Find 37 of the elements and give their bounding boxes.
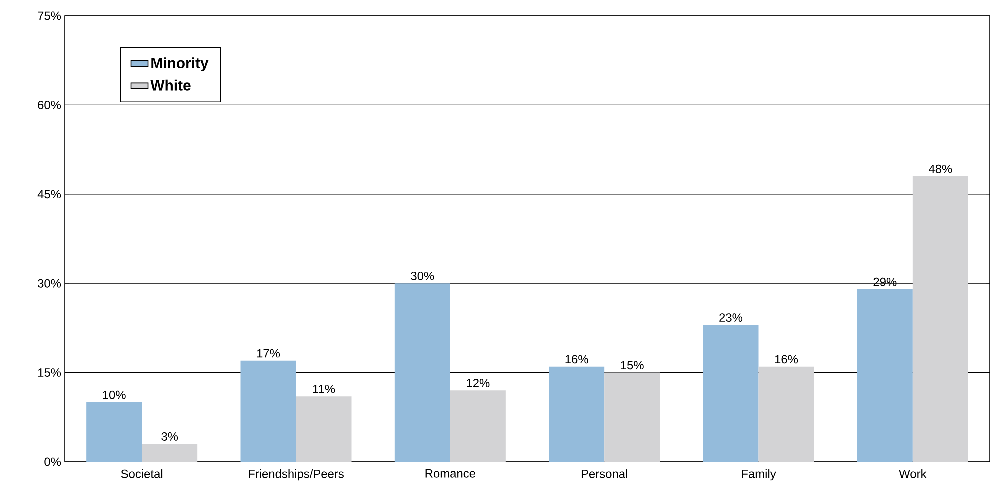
bar <box>86 402 142 462</box>
data-label: 23% <box>720 314 743 322</box>
bar <box>604 372 660 462</box>
data-label: 12% <box>467 379 490 388</box>
x-tick-label: Romance <box>426 470 476 478</box>
legend-label: Minority <box>152 58 209 72</box>
y-tick-label: 15% <box>38 368 62 377</box>
data-label: 3% <box>162 432 178 441</box>
bar <box>296 396 352 462</box>
bar <box>549 366 605 462</box>
data-label: 11% <box>313 385 336 394</box>
bar <box>142 444 198 462</box>
y-tick-label: 30% <box>38 279 62 288</box>
y-tick-label: 45% <box>38 190 62 199</box>
data-label: 16% <box>775 355 798 364</box>
data-label: 15% <box>621 361 644 370</box>
y-tick-label: 0% <box>44 458 62 466</box>
data-label: 16% <box>566 355 588 364</box>
bar <box>703 325 759 462</box>
x-tick-label: Work <box>899 470 927 478</box>
y-tick-label: 75% <box>38 12 62 20</box>
x-tick-label: Personal <box>582 470 628 478</box>
bar <box>240 360 296 462</box>
data-label: 17% <box>257 349 280 358</box>
data-label: 10% <box>103 390 126 400</box>
bar <box>758 366 814 462</box>
y-tick-label: 60% <box>38 100 62 110</box>
bar <box>450 390 506 462</box>
bar <box>857 290 913 462</box>
data-label: 48% <box>928 164 952 174</box>
x-tick-label: Friendships/Peers <box>249 470 344 481</box>
data-label: 30% <box>411 272 434 280</box>
bar <box>394 284 450 462</box>
x-tick-label: Family <box>742 470 776 481</box>
bar <box>912 176 968 462</box>
legend-label: White <box>150 80 191 91</box>
x-tick-label: Societal <box>121 470 163 478</box>
